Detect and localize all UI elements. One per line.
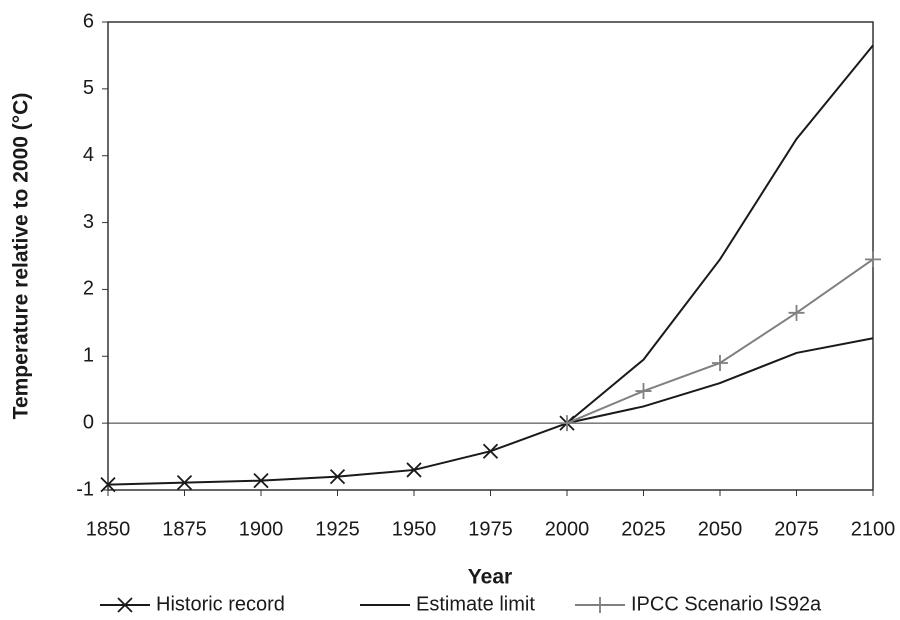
y-tick-label: 6: [83, 10, 94, 32]
legend-label: IPCC Scenario IS92a: [631, 593, 822, 615]
y-axis-title: Temperature relative to 2000 (°C): [10, 93, 33, 420]
x-tick-label: 1950: [392, 518, 437, 540]
y-tick-label: 1: [83, 345, 94, 367]
x-tick-label: 1850: [86, 518, 131, 540]
x-tick-label: 1975: [468, 518, 513, 540]
marker: [329, 468, 346, 485]
legend-marker: [592, 597, 608, 613]
y-tick-label: 2: [83, 278, 94, 300]
x-tick-label: 2100: [851, 518, 896, 540]
marker: [482, 443, 499, 459]
x-tick-label: 2075: [774, 518, 819, 540]
x-tick-label: 2025: [621, 518, 666, 540]
y-tick-label: 4: [83, 144, 94, 166]
legend-marker: [117, 597, 133, 613]
y-tick-label: 3: [83, 211, 94, 233]
plot-frame: [107, 21, 874, 491]
y-tick-label: -1: [76, 478, 94, 500]
y-tick-label: 0: [83, 411, 94, 433]
marker: [559, 415, 575, 432]
legend-label: Historic record: [156, 593, 285, 615]
marker: [406, 462, 422, 478]
x-axis-title: Year: [468, 566, 512, 589]
marker: [712, 354, 728, 371]
data-line: [566, 337, 874, 425]
legend-label: Estimate limit: [416, 593, 535, 615]
x-tick-label: 1900: [239, 518, 284, 540]
data-line: [566, 258, 874, 425]
marker: [865, 251, 881, 268]
marker: [253, 473, 269, 489]
data-line: [566, 44, 874, 424]
y-tick-label: 5: [83, 77, 94, 99]
x-tick-label: 2000: [545, 518, 590, 540]
marker: [635, 383, 652, 400]
x-tick-label: 2050: [698, 518, 743, 540]
x-tick-label: 1875: [162, 518, 207, 540]
marker: [176, 475, 193, 491]
marker: [100, 477, 116, 493]
marker: [788, 304, 805, 321]
x-tick-label: 1925: [315, 518, 360, 540]
